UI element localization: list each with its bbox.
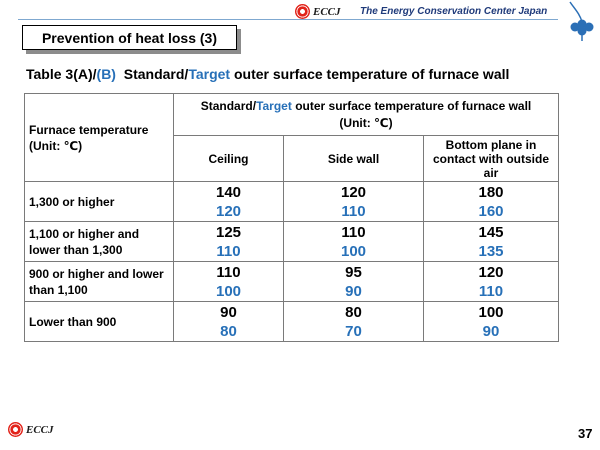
slide-title: Prevention of heat loss (3) [22, 25, 237, 50]
column-header-ceiling: Ceiling [173, 135, 284, 182]
target-value: 90 [345, 282, 362, 300]
table-row: Lower than 900 90 80 80 70 100 90 [24, 301, 559, 342]
target-value: 160 [478, 202, 504, 220]
ecc-sun-icon [8, 422, 23, 437]
value-cell: 120 110 [283, 181, 424, 222]
value-cell: 110 100 [173, 261, 284, 302]
standard-value: 80 [345, 303, 362, 321]
column-header-bottom-plane: Bottom plane in contact with outside air [423, 135, 559, 182]
caption-mid: Standard/ [115, 66, 189, 82]
column-header-side-wall: Side wall [283, 135, 424, 182]
page-number: 37 [578, 426, 593, 441]
value-cell: 110 100 [283, 221, 424, 262]
eccj-logo-top: ECCJ [295, 4, 341, 19]
caption-tag-b: (B) [96, 66, 116, 82]
standard-value: 120 [478, 263, 504, 281]
value-cell: 80 70 [283, 301, 424, 342]
table-row: 900 or higher and lower than 1,100 110 100… [24, 261, 559, 302]
logo-text: ECCJ [26, 423, 54, 436]
standard-value: 90 [220, 303, 237, 321]
furnace-temp-unit: (Unit: ℃) [29, 138, 83, 153]
table-row: 1,300 or higher 140 120 120 110 180 160 [24, 181, 559, 222]
table-row: 1,100 or higher and lower than 1,300 125 1… [24, 221, 559, 262]
clover-icon [569, 1, 594, 41]
group-header-unit: (Unit: ℃) [339, 115, 393, 130]
row-label: 1,300 or higher [24, 181, 174, 222]
furnace-temp-label: Furnace temperature [29, 122, 149, 137]
value-cell: 180 160 [423, 181, 559, 222]
caption-suffix: outer surface temperature of furnace wal… [230, 66, 510, 82]
value-cell: 95 90 [283, 261, 424, 302]
header-rule [18, 19, 558, 20]
surface-temperature-table: Furnace temperature (Unit: ℃) Standard/T… [24, 93, 559, 342]
value-cell: 100 90 [423, 301, 559, 342]
target-value: 80 [220, 322, 237, 340]
target-value: 100 [340, 242, 367, 260]
row-label: 1,100 or higher and lower than 1,300 [24, 221, 174, 262]
target-value: 110 [216, 242, 241, 260]
target-value: 135 [478, 242, 504, 260]
group-header-target: Target [256, 98, 292, 113]
row-label: 900 or higher and lower than 1,100 [24, 261, 174, 302]
group-header-rest: outer surface temperature of furnace wal… [291, 98, 532, 113]
standard-value: 95 [345, 263, 362, 281]
row-label: Lower than 900 [24, 301, 174, 342]
furnace-temp-header: Furnace temperature (Unit: ℃) [24, 93, 174, 182]
caption-prefix: Table 3(A)/ [26, 66, 97, 82]
organization-name: The Energy Conservation Center Japan [360, 6, 548, 17]
value-cell: 140 120 [173, 181, 284, 222]
standard-value: 110 [341, 223, 366, 241]
standard-value: 120 [340, 183, 367, 201]
value-cell: 145 135 [423, 221, 559, 262]
target-value: 90 [482, 322, 500, 340]
value-cell: 125 110 [173, 221, 284, 262]
value-cell: 90 80 [173, 301, 284, 342]
target-value: 120 [215, 202, 242, 220]
standard-value: 140 [215, 183, 242, 201]
standard-value: 180 [478, 183, 504, 201]
target-value: 110 [341, 202, 366, 220]
target-value: 100 [215, 282, 242, 300]
target-value: 110 [478, 282, 504, 300]
caption-target-word: Target [188, 66, 231, 82]
standard-value: 110 [216, 263, 241, 281]
eccj-logo-bottom: ECCJ [8, 422, 54, 437]
target-value: 70 [345, 322, 362, 340]
standard-value: 100 [478, 303, 504, 321]
table-caption: Table 3(A)/(B) Standard/Target outer sur… [26, 66, 509, 82]
standard-value: 125 [215, 223, 242, 241]
ecc-sun-icon [295, 4, 310, 19]
logo-text: ECCJ [313, 5, 341, 18]
standard-value: 145 [478, 223, 504, 241]
group-header: Standard/Target outer surface temperatur… [173, 93, 559, 136]
group-header-standard: Standard/ [200, 98, 257, 113]
value-cell: 120 110 [423, 261, 559, 302]
